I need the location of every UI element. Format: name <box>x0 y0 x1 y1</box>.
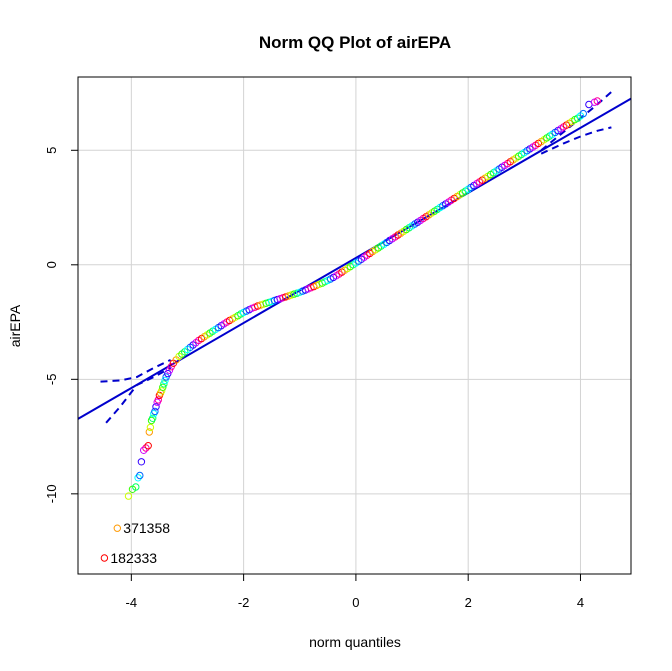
y-tick-label: 5 <box>44 147 59 154</box>
data-point <box>162 373 170 381</box>
data-point <box>154 396 163 404</box>
y-tick-label: 0 <box>44 261 59 268</box>
data-point <box>151 407 159 416</box>
plot-frame <box>77 76 632 575</box>
data-point <box>145 428 154 436</box>
x-tick-label: -4 <box>126 595 138 610</box>
reference-line <box>77 97 632 420</box>
data-point <box>137 458 146 466</box>
x-axis-label: norm quantiles <box>309 634 401 650</box>
data-point <box>149 414 157 422</box>
grid <box>78 77 631 574</box>
data-point <box>144 442 152 450</box>
data-point <box>113 524 122 532</box>
x-tick-label: 2 <box>465 595 472 610</box>
data-point <box>100 554 109 562</box>
y-axis: -10 -5 0 5 <box>44 147 78 503</box>
data-point <box>146 423 155 432</box>
point-label: 371358 <box>123 520 170 536</box>
x-tick-label: 4 <box>577 595 584 610</box>
data-point <box>158 387 166 395</box>
data-point <box>132 483 140 491</box>
data-point <box>164 369 172 378</box>
y-tick-label: -10 <box>44 484 59 503</box>
data-point <box>165 366 174 374</box>
y-axis-label: airEPA <box>7 304 23 347</box>
y-tick-label: -5 <box>44 374 59 386</box>
data-point <box>579 109 587 118</box>
data-point <box>124 492 133 500</box>
confidence-lower-right <box>540 126 612 155</box>
confidence-upper-left <box>100 358 172 383</box>
data-point <box>152 403 160 411</box>
data-points <box>100 97 601 562</box>
data-point <box>161 376 169 385</box>
data-point <box>160 380 168 388</box>
data-point <box>134 474 142 482</box>
data-point <box>142 444 150 452</box>
x-tick-label: 0 <box>352 595 359 610</box>
data-point <box>140 446 148 454</box>
x-tick-label: -2 <box>238 595 250 610</box>
chart-title: Norm QQ Plot of airEPA <box>259 33 451 52</box>
point-label: 182333 <box>110 550 157 566</box>
data-point <box>136 471 144 480</box>
data-point <box>159 383 167 391</box>
data-point <box>593 97 601 105</box>
qq-reference-line <box>77 97 632 420</box>
point-labels: 371358 182333 <box>110 520 170 566</box>
x-axis: -4 -2 0 2 4 <box>126 574 584 610</box>
